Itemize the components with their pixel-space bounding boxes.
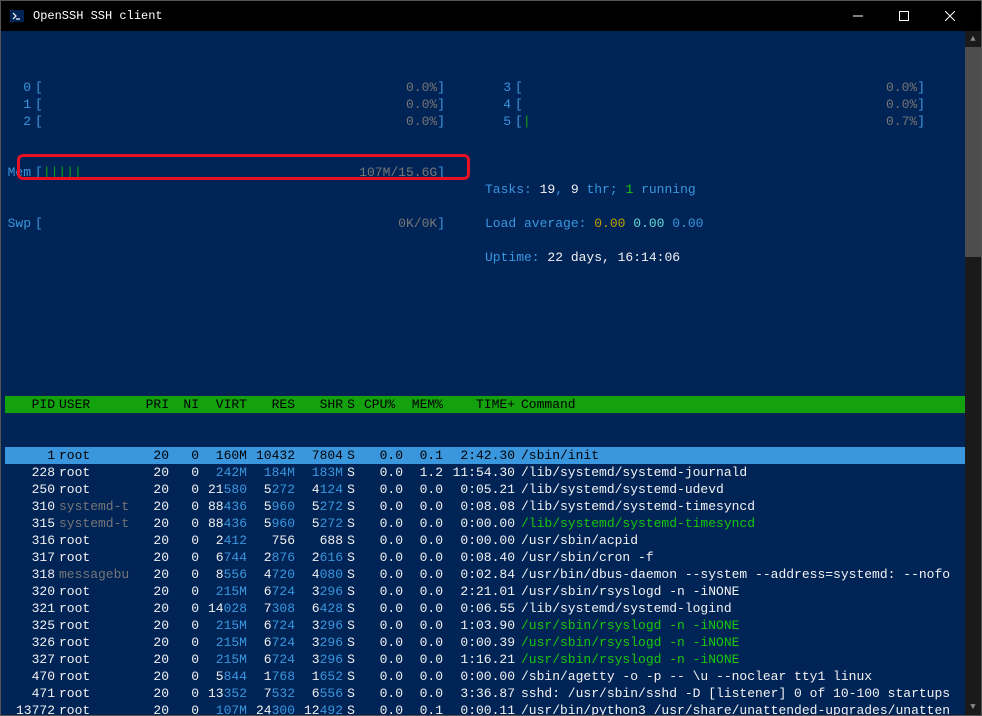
close-button[interactable]: [927, 1, 973, 31]
process-header[interactable]: PID USER PRI NI VIRT RES SHR S CPU% MEM%…: [5, 396, 977, 413]
col-pri[interactable]: PRI: [135, 396, 169, 413]
scrollbar[interactable]: ▲ ▼: [965, 31, 981, 715]
cpu-meter: 0 [ 0.0% ]: [5, 79, 445, 96]
col-pid[interactable]: PID: [5, 396, 55, 413]
process-row[interactable]: 327 root 20 0 215M 6724 3296 S 0.0 0.0 1…: [5, 651, 977, 668]
col-mem[interactable]: MEM%: [403, 396, 443, 413]
cpu-meters: 0 [ 0.0% ] 1 [ 0.0% ] 2 [ 0.0% ] 3 [ 0.0…: [5, 79, 977, 130]
col-cpu[interactable]: CPU%: [359, 396, 403, 413]
powershell-icon: [9, 8, 25, 24]
process-list: 1 root 20 0 160M 10432 7804 S 0.0 0.1 2:…: [5, 447, 977, 715]
process-row[interactable]: 316 root 20 0 2412 756 688 S 0.0 0.0 0:0…: [5, 532, 977, 549]
process-row[interactable]: 13772 root 20 0 107M 24300 12492 S 0.0 0…: [5, 702, 977, 715]
titlebar[interactable]: OpenSSH SSH client: [1, 1, 981, 31]
maximize-button[interactable]: [881, 1, 927, 31]
window-controls: [835, 1, 973, 31]
window-title: OpenSSH SSH client: [33, 9, 835, 23]
process-row[interactable]: 318 messagebu 20 0 8556 4720 4080 S 0.0 …: [5, 566, 977, 583]
cpu-meter: 3 [ 0.0% ]: [485, 79, 925, 96]
cpu-meter: 2 [ 0.0% ]: [5, 113, 445, 130]
col-res[interactable]: RES: [247, 396, 295, 413]
terminal-content[interactable]: 0 [ 0.0% ] 1 [ 0.0% ] 2 [ 0.0% ] 3 [ 0.0…: [1, 31, 981, 715]
process-row[interactable]: 315 systemd-t 20 0 88436 5960 5272 S 0.0…: [5, 515, 977, 532]
col-cmd[interactable]: Command: [515, 396, 977, 413]
process-row[interactable]: 320 root 20 0 215M 6724 3296 S 0.0 0.0 2…: [5, 583, 977, 600]
process-row[interactable]: 310 systemd-t 20 0 88436 5960 5272 S 0.0…: [5, 498, 977, 515]
minimize-button[interactable]: [835, 1, 881, 31]
app-window: OpenSSH SSH client 0 [ 0.0% ] 1 [ 0.0% ]…: [0, 0, 982, 716]
col-s[interactable]: S: [343, 396, 359, 413]
scroll-up-icon[interactable]: ▲: [965, 31, 981, 47]
cpu-meter: 5 [ | 0.7% ]: [485, 113, 925, 130]
process-row[interactable]: 325 root 20 0 215M 6724 3296 S 0.0 0.0 1…: [5, 617, 977, 634]
uptime-line: Uptime: 22 days, 16:14:06: [485, 249, 925, 266]
mem-meter: Mem[ ||||| 107M/15.6G]: [5, 164, 445, 181]
col-shr[interactable]: SHR: [295, 396, 343, 413]
col-user[interactable]: USER: [55, 396, 135, 413]
scrollbar-thumb[interactable]: [965, 47, 981, 257]
cpu-meter: 4 [ 0.0% ]: [485, 96, 925, 113]
process-row[interactable]: 317 root 20 0 6744 2876 2616 S 0.0 0.0 0…: [5, 549, 977, 566]
swp-meter: Swp[ 0K/0K]: [5, 215, 445, 232]
process-row[interactable]: 471 root 20 0 13352 7532 6556 S 0.0 0.0 …: [5, 685, 977, 702]
col-ni[interactable]: NI: [169, 396, 199, 413]
scroll-down-icon[interactable]: ▼: [965, 699, 981, 715]
process-row[interactable]: 250 root 20 0 21580 5272 4124 S 0.0 0.0 …: [5, 481, 977, 498]
process-row[interactable]: 228 root 20 0 242M 184M 183M S 0.0 1.2 1…: [5, 464, 977, 481]
col-time[interactable]: TIME+: [443, 396, 515, 413]
process-row[interactable]: 326 root 20 0 215M 6724 3296 S 0.0 0.0 0…: [5, 634, 977, 651]
cpu-meter: 1 [ 0.0% ]: [5, 96, 445, 113]
terminal-output: 0 [ 0.0% ] 1 [ 0.0% ] 2 [ 0.0% ] 3 [ 0.0…: [1, 31, 981, 715]
col-virt[interactable]: VIRT: [199, 396, 247, 413]
process-row[interactable]: 1 root 20 0 160M 10432 7804 S 0.0 0.1 2:…: [5, 447, 977, 464]
load-line: Load average: 0.00 0.00 0.00: [485, 215, 925, 232]
process-row[interactable]: 470 root 20 0 5844 1768 1652 S 0.0 0.0 0…: [5, 668, 977, 685]
tasks-line: Tasks: 19, 9 thr; 1 running: [485, 181, 925, 198]
process-row[interactable]: 321 root 20 0 14028 7308 6428 S 0.0 0.0 …: [5, 600, 977, 617]
